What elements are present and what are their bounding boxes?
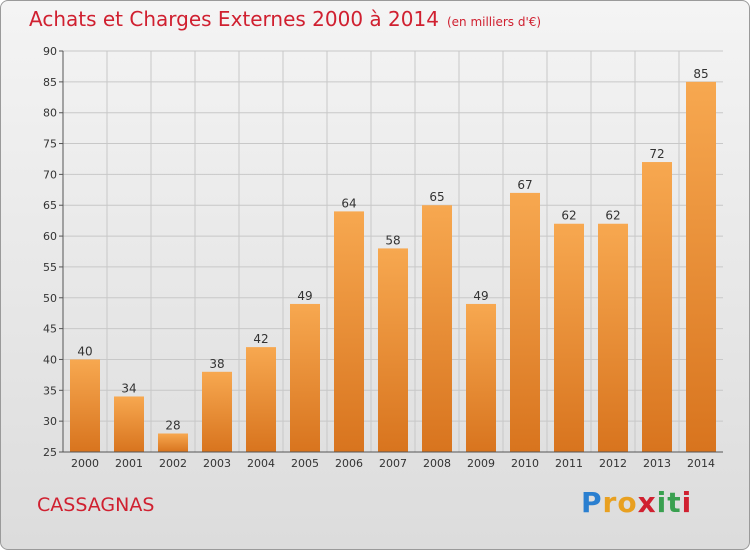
- x-tick-label-2014: 2014: [687, 457, 715, 470]
- y-tick-label: 85: [43, 76, 57, 89]
- chart-title: Achats et Charges Externes 2000 à 2014 (e…: [29, 7, 541, 31]
- proxiti-logo: Proxiti: [581, 486, 692, 519]
- bar-2008: [422, 205, 452, 452]
- y-tick-label: 30: [43, 415, 57, 428]
- x-tick-label-2005: 2005: [291, 457, 319, 470]
- bars: 40 34 28 38 42 49 64 58 65 49 67 62 62 72 85: [70, 67, 716, 453]
- y-tick-label: 90: [43, 45, 57, 58]
- y-tick-label: 55: [43, 261, 57, 274]
- y-tick-label: 65: [43, 199, 57, 212]
- chart-title-text: Achats et Charges Externes 2000 à 2014: [29, 7, 439, 31]
- commune-name: CASSAGNAS: [37, 494, 155, 516]
- value-label-2006: 64: [341, 196, 356, 210]
- y-tick-label: 70: [43, 168, 57, 181]
- bar-2006: [334, 211, 364, 452]
- x-tick-label-2013: 2013: [643, 457, 671, 470]
- x-tick-label-2009: 2009: [467, 457, 495, 470]
- bar-2012: [598, 223, 628, 452]
- y-tick-label: 80: [43, 107, 57, 120]
- bar-2002: [158, 433, 188, 452]
- y-tick-label: 25: [43, 446, 57, 459]
- value-label-2014: 85: [693, 67, 708, 81]
- bar-2004: [246, 347, 276, 452]
- bar-2003: [202, 371, 232, 452]
- y-tick-label: 40: [43, 353, 57, 366]
- bar-2005: [290, 303, 320, 452]
- x-tick-label-2012: 2012: [599, 457, 627, 470]
- x-tick-label-2004: 2004: [247, 457, 275, 470]
- x-tick-label-2007: 2007: [379, 457, 407, 470]
- bar-2007: [378, 248, 408, 452]
- bar-2014: [686, 81, 716, 452]
- value-label-2007: 58: [385, 233, 400, 247]
- x-tick-label-2001: 2001: [115, 457, 143, 470]
- value-label-2013: 72: [649, 147, 664, 161]
- x-tick-label-2006: 2006: [335, 457, 363, 470]
- value-label-2009: 49: [473, 289, 488, 303]
- bar-2011: [554, 223, 584, 452]
- x-tick-label-2000: 2000: [71, 457, 99, 470]
- value-label-2004: 42: [253, 332, 268, 346]
- logo-letter: t: [667, 486, 682, 519]
- logo-letter: P: [581, 486, 603, 519]
- bar-2010: [510, 192, 540, 452]
- x-tick-label-2002: 2002: [159, 457, 187, 470]
- logo-letter: x: [637, 486, 657, 519]
- value-label-2001: 34: [121, 381, 136, 395]
- bar-2013: [642, 162, 672, 453]
- y-tick-label: 75: [43, 138, 57, 151]
- y-tick-label: 35: [43, 384, 57, 397]
- y-tick-label: 50: [43, 292, 57, 305]
- y-tick-label: 45: [43, 323, 57, 336]
- x-tick-label-2011: 2011: [555, 457, 583, 470]
- logo-letter: o: [617, 486, 638, 519]
- x-tick-label-2008: 2008: [423, 457, 451, 470]
- bar-2001: [114, 396, 144, 452]
- value-label-2012: 62: [605, 209, 620, 223]
- value-label-2002: 28: [165, 418, 180, 432]
- value-label-2008: 65: [429, 190, 444, 204]
- x-tick-label-2010: 2010: [511, 457, 539, 470]
- value-label-2005: 49: [297, 289, 312, 303]
- value-label-2011: 62: [561, 209, 576, 223]
- chart-unit: (en milliers d'€): [446, 15, 542, 29]
- value-label-2003: 38: [209, 357, 224, 371]
- axes: 25 30 35 40 45 50 55 60 65 70 75 80 85 90 2000 2001 2002…: [43, 45, 723, 470]
- x-tick-label-2003: 2003: [203, 457, 231, 470]
- logo-letter: r: [602, 486, 618, 519]
- value-label-2000: 40: [77, 344, 92, 358]
- bar-2009: [466, 303, 496, 452]
- value-label-2010: 67: [517, 178, 532, 192]
- logo-letter: i: [681, 486, 693, 519]
- y-tick-label: 60: [43, 230, 57, 243]
- logo-letter: i: [656, 486, 668, 519]
- bar-2000: [70, 359, 100, 452]
